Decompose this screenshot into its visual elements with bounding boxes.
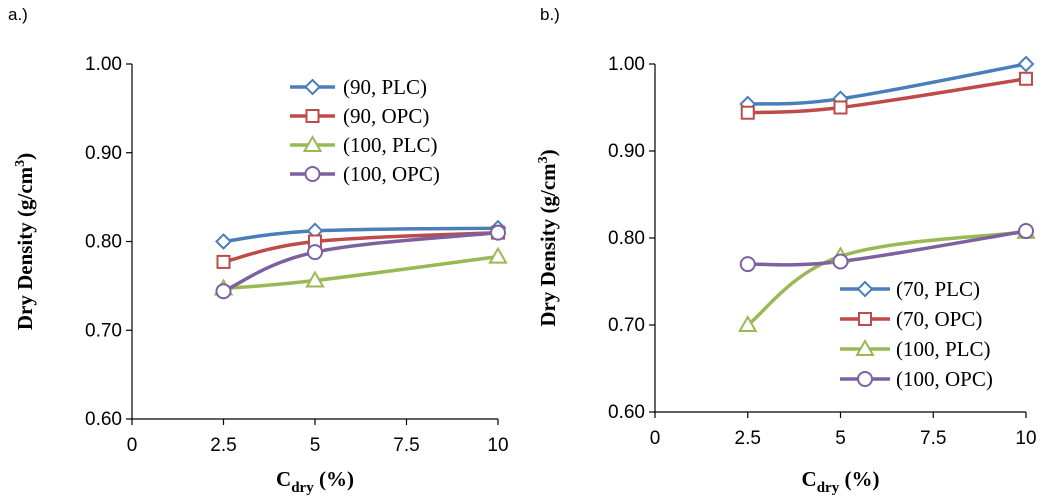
y-tick-label: 0.80 [608, 228, 645, 249]
y-axis-title: Dry Density (g/cm3) [13, 153, 37, 330]
legend-marker [856, 280, 874, 298]
x-axis-title-main: C [802, 467, 817, 491]
x-tick-label: 10 [1015, 428, 1036, 449]
data-point-series-2 [740, 105, 755, 120]
x-tick-label: 5 [310, 435, 321, 456]
legend-marker [858, 312, 872, 326]
legend-marker [304, 78, 321, 96]
legend-label: (90, PLC) [343, 75, 427, 99]
data-point-series-3 [305, 270, 325, 288]
y-tick-label: 0.60 [85, 409, 122, 430]
data-point-series-4 [307, 244, 323, 261]
data-point-series-4 [215, 283, 232, 300]
series-line-1 [221, 226, 500, 244]
y-tick-label: 0.90 [85, 143, 122, 164]
data-point-series-1 [215, 233, 232, 250]
series-line-1 [746, 62, 1028, 106]
y-tick-label: 0.60 [608, 402, 645, 423]
legend: (90, PLC) (90, OPC) (100, PLC) (100, OPC) [290, 75, 440, 186]
legend-label: (100, OPC) [896, 367, 993, 391]
data-point-series-1 [1017, 55, 1035, 73]
y-axis-title-main: Dry Density (g/cm [13, 166, 37, 330]
x-axis-title-sub: dry [817, 480, 840, 496]
chart-panel-b: b.) 0.60 0.70 0.80 0.90 1.00 0 2.5 5 7.5 10 Cdry (%… [536, 5, 1037, 496]
x-axis-title-sub: dry [291, 480, 314, 496]
x-tick-label: 5 [835, 428, 846, 449]
data-point-series-2 [1019, 71, 1033, 86]
legend-label: (70, OPC) [896, 307, 982, 331]
legend-marker [857, 371, 873, 387]
series-line-4 [746, 229, 1028, 267]
data-point-series-2 [833, 100, 848, 115]
legend-marker [305, 109, 320, 123]
x-axis-title-suffix: (%) [314, 467, 354, 491]
data-point-series-4 [832, 253, 849, 270]
y-axis-title-suffix: ) [536, 149, 560, 156]
panel-label: a.) [8, 5, 28, 24]
data-point-series-3 [488, 246, 508, 264]
data-point-series-4 [739, 256, 756, 273]
y-tick-label: 0.90 [608, 141, 645, 162]
series-line-2 [221, 230, 500, 264]
legend-label: (100, PLC) [343, 133, 438, 157]
legend-label: (70, PLC) [896, 277, 980, 301]
x-tick-label: 10 [487, 435, 508, 456]
x-axis-title: Cdry (%) [802, 467, 880, 496]
series-line-3 [746, 230, 1028, 327]
x-axis-title: Cdry (%) [276, 467, 354, 496]
chart-panel-a: a.) 0.60 0.70 0.80 0.90 1.00 0 2.5 5 7.5 10 Cdry (%… [8, 5, 509, 496]
legend-marker [855, 338, 875, 356]
y-tick-label: 0.80 [85, 232, 122, 253]
x-axis-title-main: C [276, 467, 291, 491]
y-axis-title-sup: 3 [536, 156, 551, 163]
legend: (70, PLC) (70, OPC) (100, PLC) (100, OPC) [840, 277, 993, 391]
x-tick-label: 0 [650, 428, 661, 449]
y-tick-label: 1.00 [608, 54, 645, 75]
y-axis-title-main: Dry Density (g/cm [536, 163, 560, 327]
y-axis-title-suffix: ) [13, 153, 37, 160]
data-point-series-3 [738, 314, 758, 332]
y-tick-label: 0.70 [608, 315, 645, 336]
y-axis-title-sup: 3 [13, 160, 28, 167]
x-tick-label: 2.5 [210, 435, 236, 456]
x-axis-title-suffix: (%) [839, 467, 879, 491]
data-point-series-4 [490, 224, 506, 241]
y-tick-label: 0.70 [85, 320, 122, 341]
legend-label: (90, OPC) [343, 104, 429, 128]
panel-label: b.) [540, 5, 560, 24]
x-tick-label: 0 [127, 435, 138, 456]
legend-marker [304, 166, 321, 182]
legend-label: (100, OPC) [343, 162, 440, 186]
x-tick-label: 2.5 [735, 428, 761, 449]
legend-marker [302, 134, 323, 152]
data-point-series-4 [1018, 223, 1034, 240]
data-point-series-2 [216, 254, 231, 269]
x-tick-label: 7.5 [920, 428, 946, 449]
series-line-2 [746, 77, 1028, 115]
x-tick-label: 7.5 [393, 435, 419, 456]
legend-label: (100, PLC) [896, 337, 991, 361]
series-line-3 [221, 254, 500, 291]
y-axis-title: Dry Density (g/cm3) [536, 149, 560, 326]
y-tick-label: 1.00 [85, 54, 122, 75]
